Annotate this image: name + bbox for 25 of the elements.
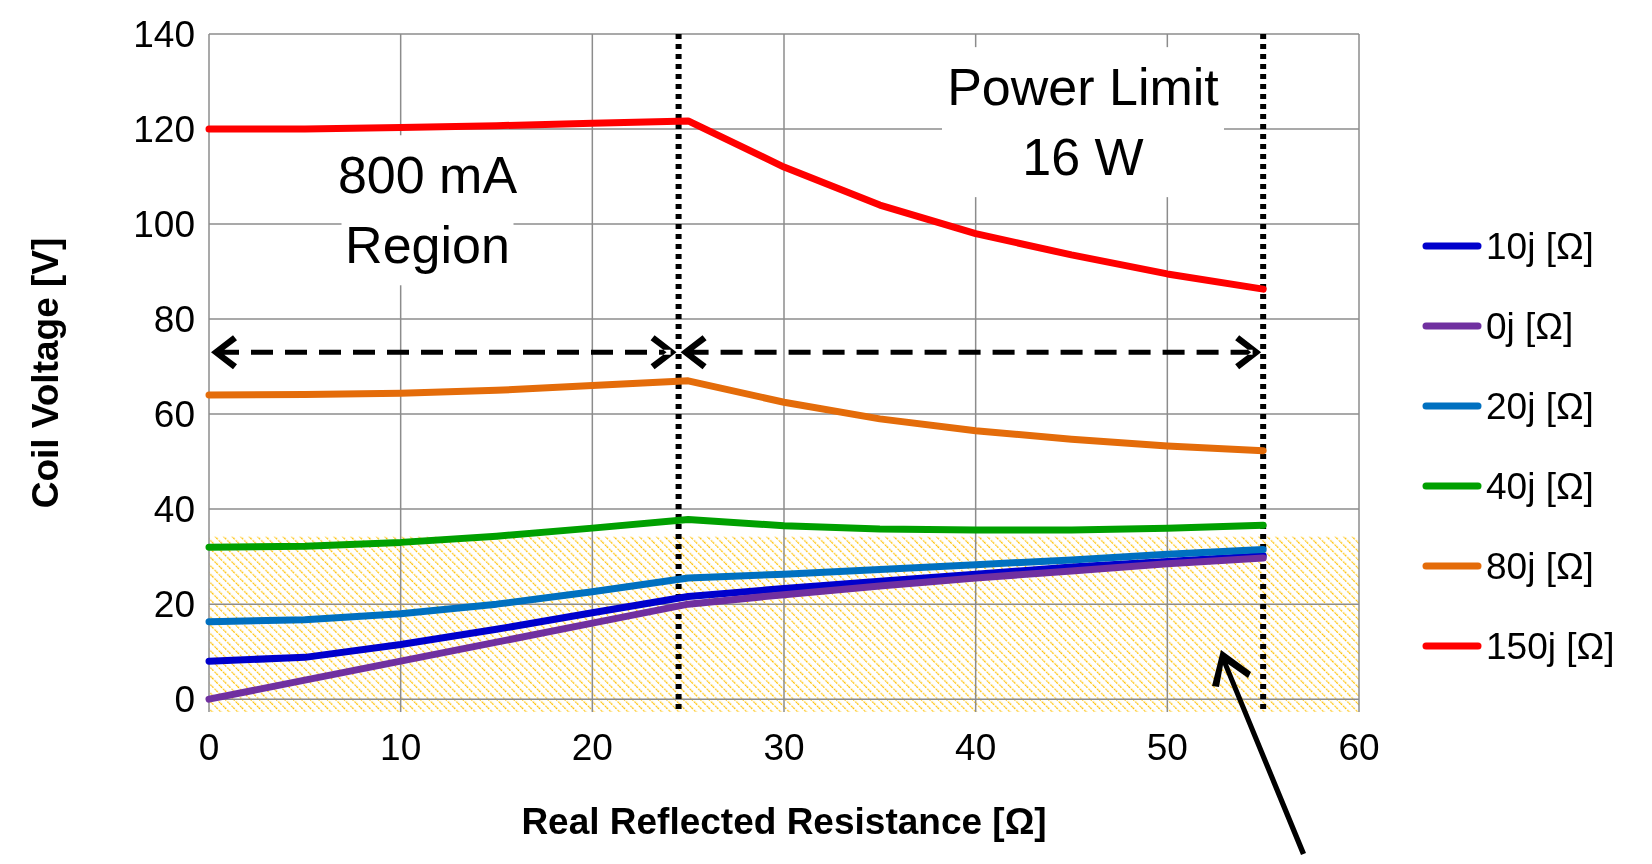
y-tick-label: 80	[153, 298, 195, 340]
y-tick-label: 60	[153, 393, 195, 435]
x-tick-label: 30	[763, 727, 805, 768]
legend-label: 150j [Ω]	[1486, 625, 1615, 667]
x-tick-label: 40	[955, 727, 997, 768]
x-tick-label: 20	[571, 727, 613, 768]
legend-label: 80j [Ω]	[1486, 545, 1594, 587]
y-tick-label: 0	[174, 678, 195, 720]
legend-label: 20j [Ω]	[1486, 385, 1594, 427]
y-tick-label: 140	[133, 13, 195, 55]
y-tick-label: 40	[153, 488, 195, 530]
x-tick-label: 0	[198, 727, 220, 768]
y-tick-label: 20	[153, 583, 195, 625]
x-tick-label: 60	[1338, 727, 1380, 768]
annotation: 800 mA Region	[337, 146, 518, 275]
x-tick-label: 10	[380, 727, 422, 768]
y-axis-title: Coil Voltage [V]	[25, 237, 66, 509]
y-tick-label: 120	[133, 108, 195, 150]
legend-label: 0j [Ω]	[1486, 305, 1574, 347]
legend-label: 10j [Ω]	[1486, 225, 1594, 267]
y-tick-label: 100	[133, 203, 195, 245]
x-tick-label: 50	[1146, 727, 1188, 768]
legend-label: 40j [Ω]	[1486, 465, 1594, 507]
x-axis-title: Real Reflected Resistance [Ω]	[521, 801, 1047, 842]
annotation: Power Limit 16 W	[947, 58, 1220, 187]
